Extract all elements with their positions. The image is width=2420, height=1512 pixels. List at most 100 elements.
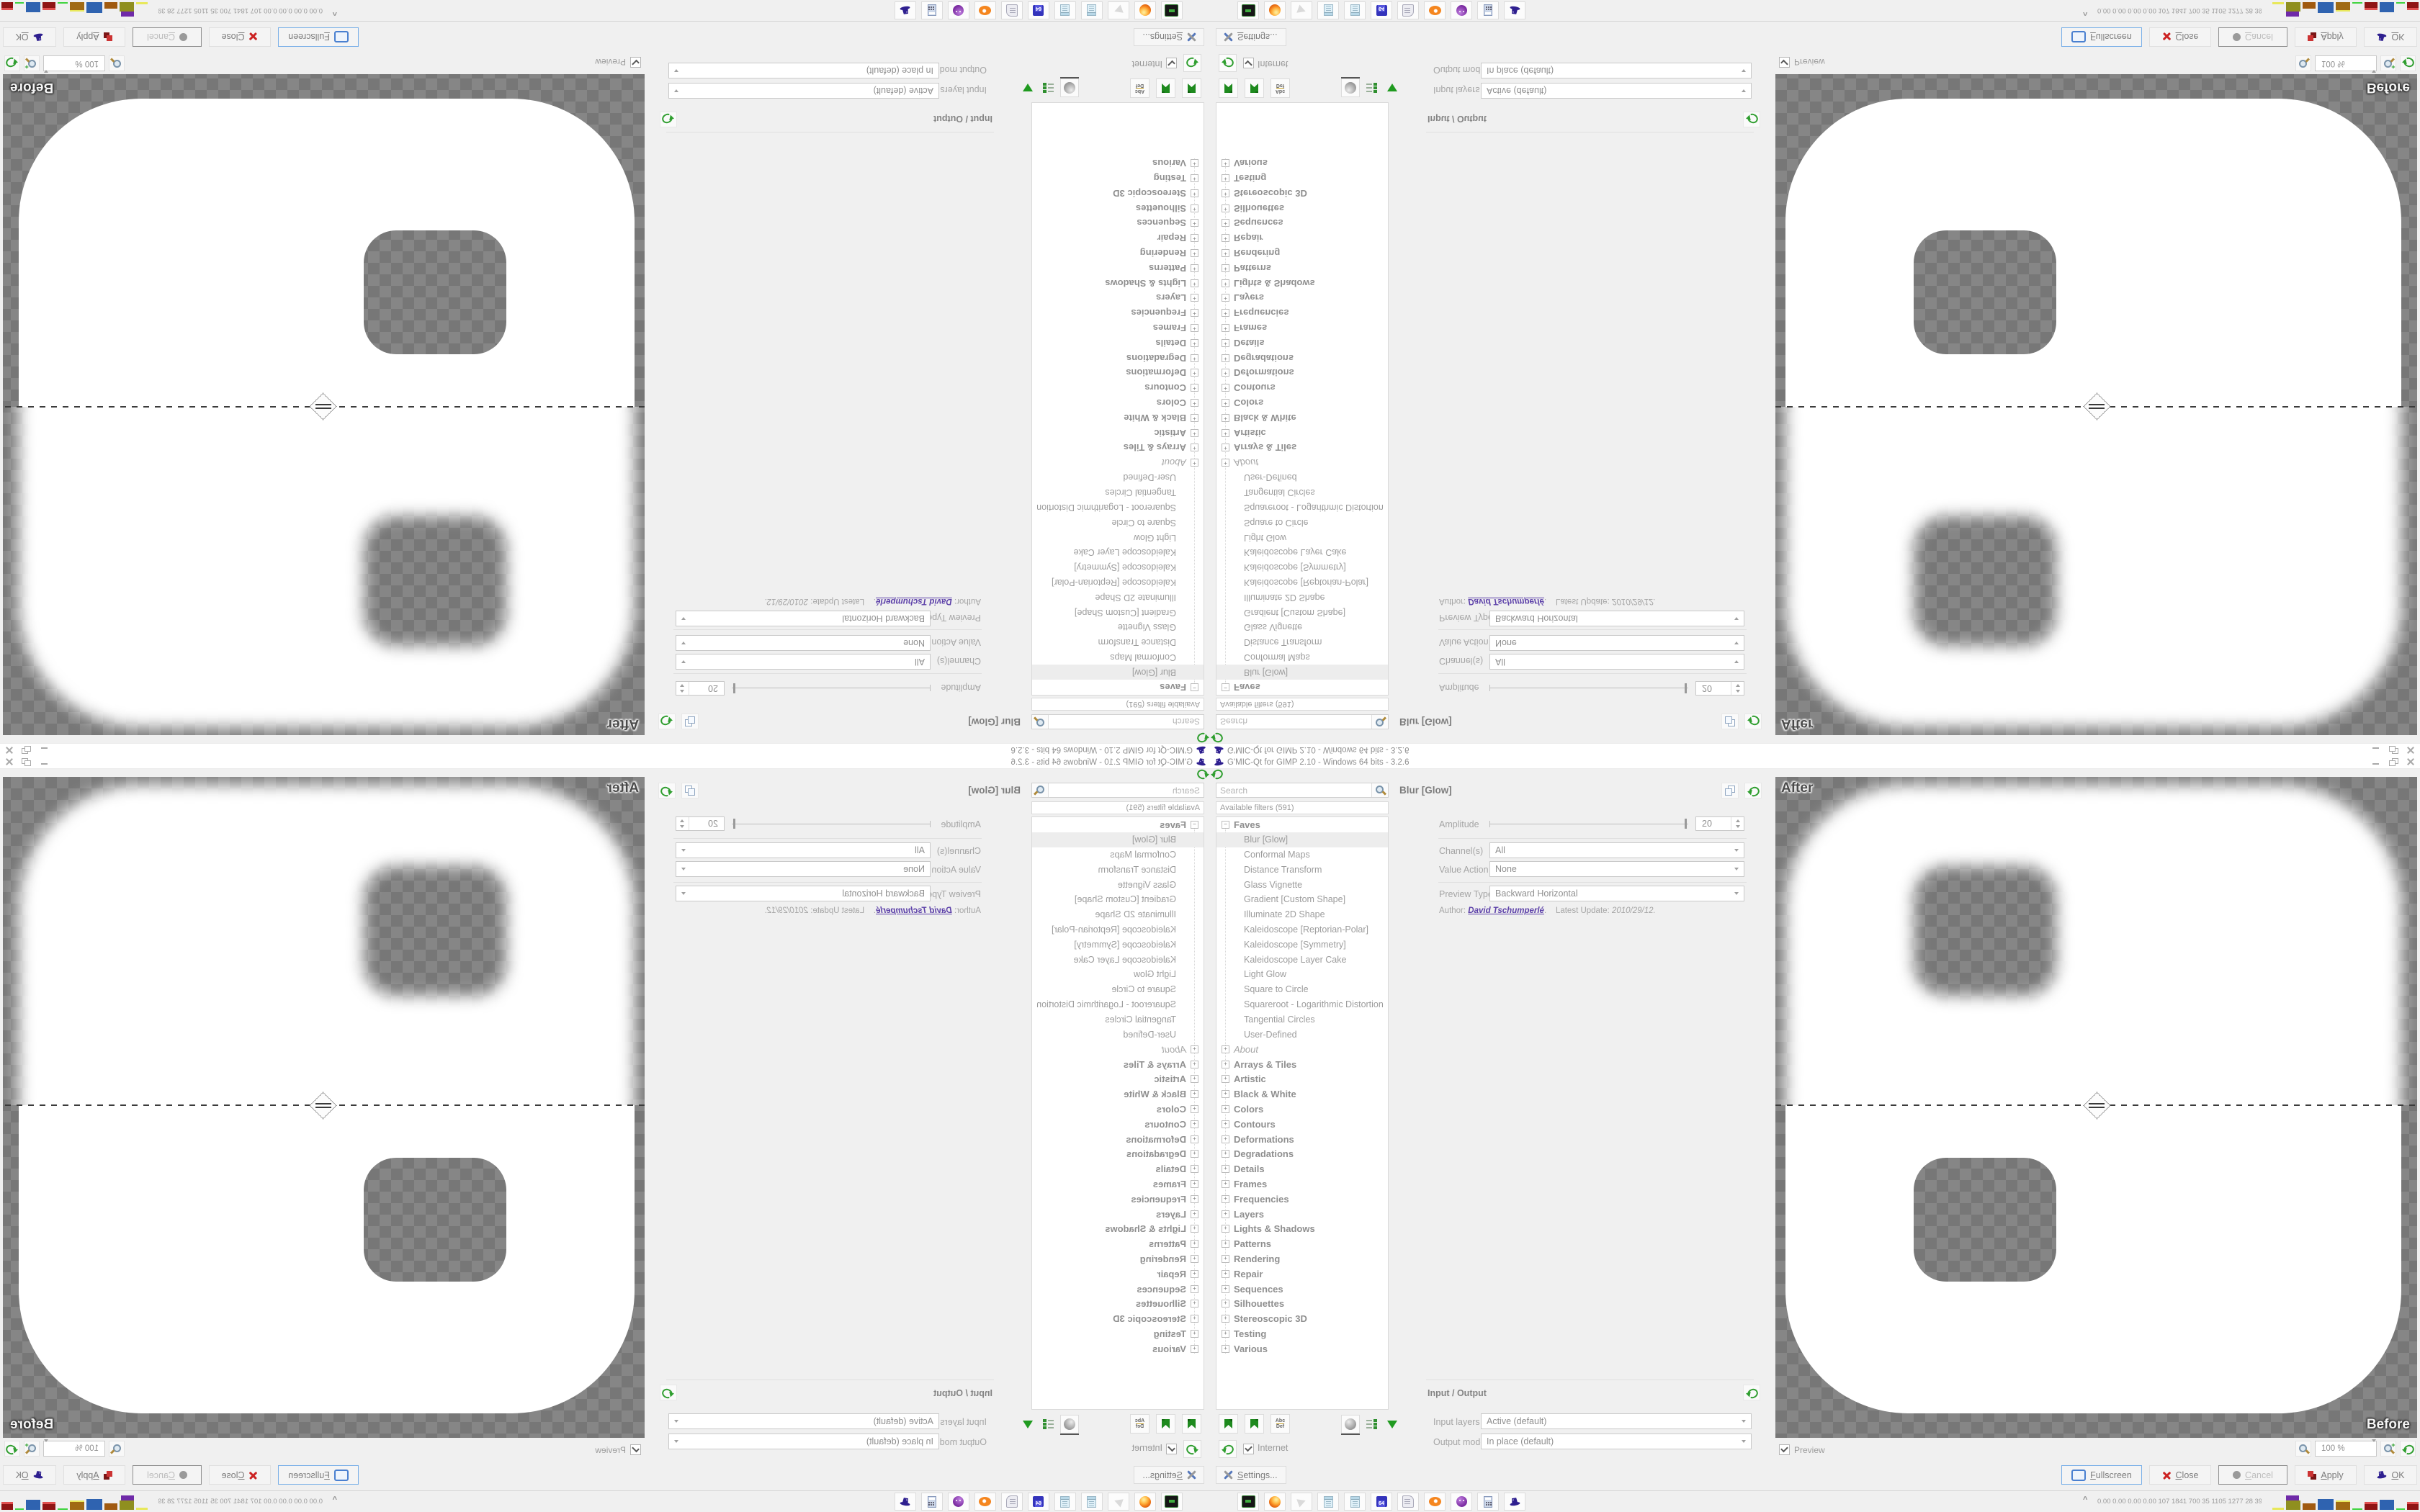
tree-item[interactable]: Conformal Maps [1216, 650, 1388, 665]
zoom-level-select[interactable]: 100 % [43, 55, 105, 73]
search-button[interactable] [1032, 715, 1049, 729]
expand-toggle-icon[interactable]: + [1191, 1210, 1198, 1218]
author-link[interactable]: David Tschumperlé [876, 906, 952, 915]
rename-fave-button[interactable]: Abc Def [1270, 1414, 1290, 1434]
window-titlebar[interactable]: G'MIC-Qt for GIMP 2.10 - Windows 64 bits… [0, 743, 1210, 756]
expand-toggle-icon[interactable]: + [1222, 189, 1229, 197]
tree-category[interactable]: + Patterns [1032, 261, 1204, 276]
tree-category[interactable]: + Various [1032, 156, 1204, 171]
tree-category[interactable]: + Frames [1032, 320, 1204, 336]
channels-select[interactable]: All [676, 654, 931, 670]
apply-button[interactable]: Apply [63, 27, 125, 47]
expand-toggle-icon[interactable]: + [1222, 1210, 1229, 1218]
reset-preview-button[interactable] [2400, 55, 2416, 71]
tree-category[interactable]: + Sequences [1032, 1282, 1204, 1297]
remove-fave-button[interactable]: − [1156, 1414, 1175, 1434]
reset-parameters-button[interactable] [1744, 714, 1762, 729]
expand-toggle-icon[interactable]: + [1222, 428, 1229, 437]
close-button[interactable]: Close [2149, 27, 2211, 47]
tree-item[interactable]: Kaleidoscope [Reptorian-Polar] [1032, 922, 1204, 937]
expand-toggle-icon[interactable]: + [1191, 249, 1198, 257]
tree-category[interactable]: + Degradations [1216, 1147, 1388, 1162]
close-icon[interactable] [4, 746, 14, 755]
close-icon[interactable] [2406, 746, 2416, 755]
close-icon[interactable] [2406, 757, 2416, 766]
tree-category[interactable]: + Various [1032, 1341, 1204, 1356]
expand-toggle-icon[interactable]: − [1222, 683, 1229, 692]
slider-handle-icon[interactable] [733, 819, 735, 829]
amplitude-spinbox[interactable]: 20 [676, 816, 725, 831]
reset-parameters-button[interactable] [658, 714, 676, 729]
reset-parameters-button[interactable] [1744, 783, 1762, 798]
internet-checkbox[interactable] [1243, 58, 1254, 68]
tray-chevron-icon[interactable]: ^ [2083, 8, 2088, 17]
taskbar-blender-button[interactable] [974, 1493, 996, 1511]
copy-command-button[interactable] [1721, 783, 1739, 798]
tree-category[interactable]: + Artistic [1032, 426, 1204, 441]
tree-item-selected[interactable]: Blur [Glow] [1032, 832, 1204, 847]
taskbar-gmic-button[interactable] [895, 1493, 916, 1511]
input-layers-select[interactable]: Active (default) [668, 83, 939, 99]
tree-category[interactable]: + Degradations [1032, 351, 1204, 366]
expand-toggle-icon[interactable]: + [1191, 384, 1198, 392]
reset-zoom-button[interactable] [1060, 1415, 1079, 1434]
expand-toggle-icon[interactable]: + [1222, 294, 1229, 302]
tree-item[interactable]: Square to Circle [1032, 515, 1204, 530]
expand-toggle-icon[interactable]: + [1191, 1300, 1198, 1308]
expand-toggle-icon[interactable]: + [1222, 1180, 1229, 1189]
tree-category[interactable]: + Rendering [1216, 1251, 1388, 1266]
add-fave-button[interactable]: + [1182, 1414, 1201, 1434]
expand-toggle-icon[interactable]: + [1222, 1255, 1229, 1263]
expand-toggle-icon[interactable]: + [1222, 1060, 1229, 1068]
tree-item[interactable]: Glass Vignette [1032, 877, 1204, 892]
tree-category[interactable]: + Black & White [1032, 410, 1204, 426]
tree-category[interactable]: + Sequences [1216, 216, 1388, 231]
expand-toggle-icon[interactable]: + [1191, 189, 1198, 197]
zoom-in-button[interactable]: + [24, 55, 40, 71]
taskbar-blender-button[interactable] [974, 1, 996, 19]
taskbar-pointer-button[interactable] [1291, 1, 1312, 19]
expand-toggle-icon[interactable]: + [1191, 398, 1198, 407]
minimize-icon[interactable] [39, 757, 49, 766]
taskbar-notepad-button[interactable] [1081, 1493, 1103, 1511]
taskbar-gmic-button[interactable] [1504, 1, 1525, 19]
tree-item[interactable]: Glass Vignette [1216, 877, 1388, 892]
amplitude-slider[interactable] [732, 816, 931, 831]
expand-toggle-icon[interactable]: + [1222, 398, 1229, 407]
tree-item[interactable]: Kaleidoscope [Symmetry] [1216, 937, 1388, 952]
tree-item-selected[interactable]: Blur [Glow] [1216, 665, 1388, 680]
expand-toggle-icon[interactable]: + [1222, 204, 1229, 212]
taskbar-notepad2-button[interactable] [1344, 1, 1366, 19]
taskbar-firefox-button[interactable] [1264, 1493, 1286, 1511]
tree-category[interactable]: + Contours [1216, 380, 1388, 395]
tree-item[interactable]: Light Glow [1032, 967, 1204, 982]
expand-toggle-icon[interactable]: + [1222, 1194, 1229, 1203]
taskbar-calculator-button[interactable] [921, 1, 943, 19]
tree-item[interactable]: Glass Vignette [1216, 620, 1388, 635]
expand-toggle-icon[interactable]: + [1222, 354, 1229, 362]
filter-tree[interactable]: − Faves Blur [Glow] Conformal Maps Distance … [1031, 816, 1204, 1410]
expand-toggle-icon[interactable]: + [1191, 1255, 1198, 1263]
tree-item[interactable]: Kaleidoscope [Reptorian-Polar] [1216, 575, 1388, 590]
tree-category[interactable]: + About [1216, 1042, 1388, 1057]
tree-category[interactable]: + Degradations [1032, 1147, 1204, 1162]
expand-toggle-icon[interactable]: + [1222, 1135, 1229, 1143]
close-button[interactable]: Close [209, 1465, 271, 1485]
tree-category[interactable]: + Arrays & Tiles [1216, 440, 1388, 455]
restore-icon[interactable] [2388, 746, 2398, 755]
tree-item[interactable]: Conformal Maps [1216, 847, 1388, 863]
expand-toggle-icon[interactable]: − [1222, 820, 1229, 829]
expand-toggle-icon[interactable]: + [1222, 174, 1229, 183]
split-handle[interactable] [2083, 392, 2111, 420]
minimize-icon[interactable] [2371, 746, 2381, 755]
tree-category[interactable]: + Colors [1032, 1102, 1204, 1117]
expand-toggle-icon[interactable]: + [1191, 1344, 1198, 1353]
tree-item[interactable]: User-Defined [1032, 470, 1204, 485]
value-action-select[interactable]: None [1489, 635, 1744, 651]
taskbar-pointer-button[interactable] [1291, 1493, 1312, 1511]
spin-buttons[interactable] [676, 817, 689, 830]
ok-button[interactable]: OK [2364, 27, 2417, 47]
search-input[interactable] [1216, 783, 1371, 797]
tree-category[interactable]: + Silhouettes [1216, 1297, 1388, 1312]
slider-handle-icon[interactable] [1685, 683, 1687, 693]
